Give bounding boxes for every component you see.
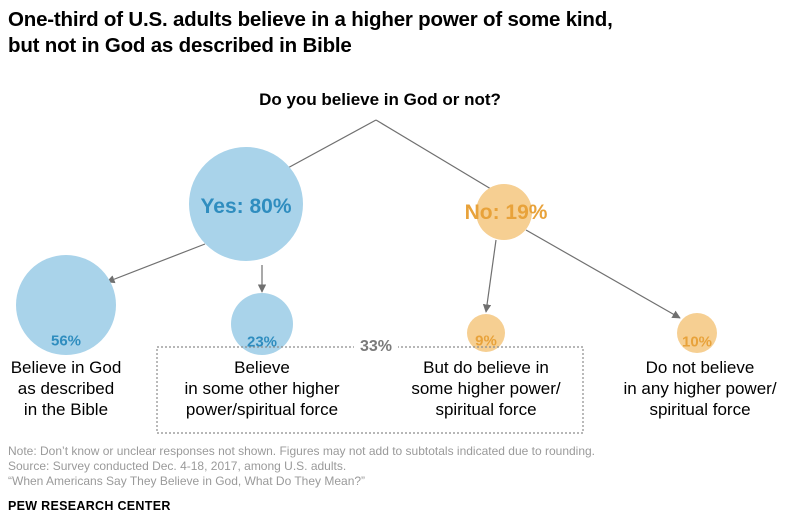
leaf-line: as described — [17, 379, 115, 398]
no-circle — [476, 184, 532, 240]
title-line-2: but not in God as described in Bible — [8, 34, 352, 57]
leaf-line: spiritual force — [649, 400, 751, 419]
leaf-line: power/spiritual force — [185, 400, 339, 419]
arrow-to-believe-bible — [106, 243, 206, 284]
leaf-line: in any higher power/ — [623, 379, 777, 398]
footnotes: Note: Don’t know or unclear responses no… — [8, 444, 595, 489]
some-power-value: 9% — [475, 332, 497, 350]
leaf-line: in some other higher — [184, 379, 340, 398]
believe-bible-circle — [16, 255, 116, 355]
other-power-value: 23% — [246, 333, 278, 351]
source-text: Source: Survey conducted Dec. 4-18, 2017… — [8, 459, 347, 473]
leaf-line: spiritual force — [435, 400, 537, 419]
note-text: Note: Don’t know or unclear responses no… — [8, 444, 596, 458]
question-heading: Do you believe in God or not? — [259, 90, 501, 109]
believe-bible-description: Believe in God as described in the Bible — [11, 357, 122, 420]
leaf-line: Believe — [234, 358, 290, 377]
higher-power-total-label: 33% — [353, 338, 399, 356]
leaf-line: some higher power/ — [411, 379, 561, 398]
yes-label: Yes: 80% — [200, 195, 292, 218]
arrow-to-no-power — [525, 229, 681, 319]
no-label: No: 19% — [464, 201, 548, 224]
citation-text: “When Americans Say They Believe in God,… — [8, 474, 366, 488]
leaf-line: Do not believe — [645, 358, 755, 377]
organization-logo-text: PEW RESEARCH CENTER — [8, 499, 171, 513]
other-power-description: Believe in some other higher power/spiri… — [185, 357, 340, 420]
other-power-circle — [231, 293, 293, 355]
no-power-value: 10% — [681, 333, 713, 351]
chart-title: One-third of U.S. adults believe in a hi… — [8, 7, 788, 59]
no-power-circle — [677, 313, 717, 353]
believe-bible-value: 56% — [50, 332, 82, 350]
leaf-line: Believe in God — [10, 358, 122, 377]
arrow-to-some-power — [482, 239, 497, 313]
branch-to-no — [375, 119, 507, 199]
no-power-description: Do not believe in any higher power/ spir… — [623, 357, 776, 420]
yes-circle — [189, 147, 303, 261]
leaf-line: But do believe in — [423, 358, 549, 377]
some-power-description: But do believe in some higher power/ spi… — [411, 357, 560, 420]
title-line-1: One-third of U.S. adults believe in a hi… — [8, 8, 613, 31]
some-power-circle — [467, 314, 505, 352]
leaf-line: in the Bible — [23, 400, 109, 419]
